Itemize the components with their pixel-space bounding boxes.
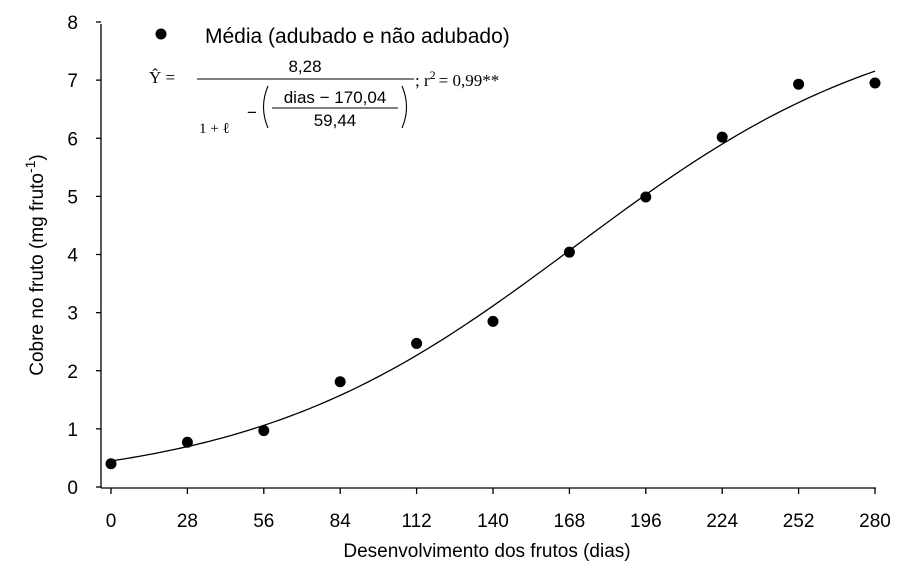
y-tick-label: 0 <box>67 478 78 499</box>
legend-label: Média (adubado e não adubado) <box>205 25 510 48</box>
legend-marker <box>155 28 167 40</box>
x-tick-label: 140 <box>477 511 509 532</box>
y-tick-label: 8 <box>67 13 78 34</box>
x-ticks: 0 28 56 84 112 140 168 196 224 252 280 <box>106 488 891 532</box>
y-tick-label: 7 <box>67 71 78 92</box>
data-point <box>411 337 423 349</box>
x-tick-label: 224 <box>706 511 738 532</box>
equation-exponent-sign: − <box>247 103 257 122</box>
axes <box>100 24 876 489</box>
y-tick-label: 1 <box>67 420 78 441</box>
data-point <box>869 77 881 89</box>
fit-curve <box>110 70 876 462</box>
y-tick-label: 5 <box>67 187 78 208</box>
data-point <box>181 436 193 448</box>
data-points <box>105 77 881 470</box>
y-axis-label: Cobre no fruto (mg fruto-1) <box>22 154 48 376</box>
equation-numerator: 8,28 <box>288 57 321 76</box>
x-tick-label: 84 <box>330 511 352 532</box>
x-tick-label: 56 <box>253 511 274 532</box>
equation-left-paren <box>262 85 269 129</box>
y-tick-label: 3 <box>67 304 78 325</box>
equation-right-paren <box>401 85 408 129</box>
data-point <box>258 425 270 437</box>
legend: Média (adubado e não adubado) <box>155 25 510 48</box>
data-point <box>334 376 346 388</box>
equation-exponent-numerator: dias − 170,04 <box>284 88 387 107</box>
x-tick-label: 196 <box>630 511 662 532</box>
data-point <box>793 78 805 90</box>
y-tick-label: 2 <box>67 362 78 383</box>
equation-lhs: Ŷ = <box>149 68 175 87</box>
y-tick-label: 6 <box>67 129 78 150</box>
x-tick-label: 28 <box>177 511 198 532</box>
data-point <box>563 246 575 258</box>
equation-r-squared: ; r2 = 0,99** <box>415 68 499 90</box>
equation-denominator-base: 1 + ℓ <box>199 121 230 137</box>
y-tick-label: 4 <box>67 246 78 267</box>
regression-equation: Ŷ = 8,28 1 + ℓ − dias − 170,04 59,44 ; r… <box>149 57 499 137</box>
data-point <box>105 458 117 470</box>
data-point <box>716 131 728 143</box>
x-tick-label: 280 <box>859 511 891 532</box>
x-tick-label: 168 <box>554 511 586 532</box>
x-tick-label: 112 <box>401 511 431 532</box>
data-point <box>640 191 652 203</box>
data-point <box>487 315 499 327</box>
y-ticks: 0 1 2 3 4 5 6 7 8 <box>67 13 101 499</box>
x-axis-label: Desenvolvimento dos frutos (dias) <box>343 541 630 562</box>
equation-exponent-denominator: 59,44 <box>314 111 357 130</box>
x-tick-label: 0 <box>106 511 117 532</box>
x-tick-label: 252 <box>783 511 815 532</box>
